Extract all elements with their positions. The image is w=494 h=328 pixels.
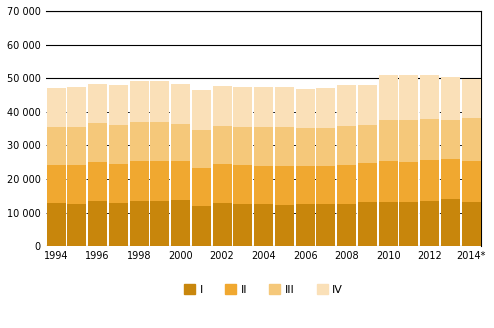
- Bar: [192, 206, 211, 246]
- Bar: [109, 125, 128, 164]
- Bar: [254, 166, 273, 204]
- Bar: [254, 87, 273, 127]
- Bar: [441, 199, 460, 246]
- Bar: [295, 128, 315, 166]
- Bar: [358, 85, 377, 125]
- Bar: [46, 165, 66, 203]
- Bar: [275, 166, 294, 205]
- Bar: [233, 87, 252, 127]
- Bar: [337, 126, 356, 165]
- Bar: [254, 127, 273, 166]
- Bar: [420, 201, 439, 246]
- Bar: [441, 159, 460, 199]
- Bar: [358, 125, 377, 163]
- Bar: [441, 77, 460, 120]
- Bar: [192, 90, 211, 130]
- Bar: [109, 203, 128, 246]
- Bar: [441, 120, 460, 159]
- Bar: [88, 201, 107, 246]
- Bar: [192, 168, 211, 206]
- Bar: [109, 164, 128, 203]
- Bar: [212, 164, 232, 203]
- Bar: [67, 165, 86, 203]
- Bar: [88, 123, 107, 162]
- Bar: [295, 166, 315, 204]
- Bar: [275, 205, 294, 246]
- Bar: [233, 203, 252, 246]
- Bar: [316, 204, 335, 246]
- Bar: [420, 75, 439, 119]
- Bar: [129, 122, 149, 161]
- Bar: [129, 201, 149, 246]
- Bar: [129, 81, 149, 122]
- Bar: [420, 119, 439, 160]
- Bar: [399, 162, 418, 202]
- Bar: [461, 202, 481, 246]
- Bar: [67, 127, 86, 165]
- Bar: [358, 202, 377, 246]
- Bar: [233, 165, 252, 203]
- Bar: [399, 202, 418, 246]
- Bar: [150, 122, 169, 161]
- Bar: [378, 161, 398, 202]
- Bar: [212, 203, 232, 246]
- Bar: [316, 166, 335, 204]
- Bar: [46, 88, 66, 127]
- Bar: [337, 85, 356, 126]
- Bar: [295, 204, 315, 246]
- Bar: [378, 120, 398, 161]
- Bar: [88, 162, 107, 201]
- Bar: [275, 87, 294, 127]
- Bar: [150, 161, 169, 201]
- Bar: [275, 127, 294, 166]
- Bar: [212, 126, 232, 164]
- Bar: [316, 128, 335, 166]
- Bar: [46, 127, 66, 165]
- Bar: [378, 75, 398, 120]
- Bar: [337, 204, 356, 246]
- Bar: [378, 202, 398, 246]
- Bar: [129, 161, 149, 201]
- Legend: I, II, III, IV: I, II, III, IV: [179, 280, 348, 299]
- Bar: [358, 163, 377, 202]
- Bar: [461, 161, 481, 202]
- Bar: [67, 87, 86, 127]
- Bar: [461, 118, 481, 161]
- Bar: [171, 200, 190, 246]
- Bar: [192, 130, 211, 168]
- Bar: [254, 204, 273, 246]
- Bar: [212, 86, 232, 126]
- Bar: [420, 160, 439, 201]
- Bar: [150, 81, 169, 122]
- Bar: [399, 75, 418, 120]
- Bar: [316, 88, 335, 128]
- Bar: [67, 203, 86, 246]
- Bar: [233, 127, 252, 165]
- Bar: [337, 165, 356, 204]
- Bar: [88, 84, 107, 123]
- Bar: [171, 84, 190, 124]
- Bar: [171, 124, 190, 161]
- Bar: [171, 161, 190, 200]
- Bar: [399, 120, 418, 162]
- Bar: [46, 203, 66, 246]
- Bar: [461, 79, 481, 118]
- Bar: [109, 85, 128, 125]
- Bar: [150, 201, 169, 246]
- Bar: [295, 89, 315, 128]
